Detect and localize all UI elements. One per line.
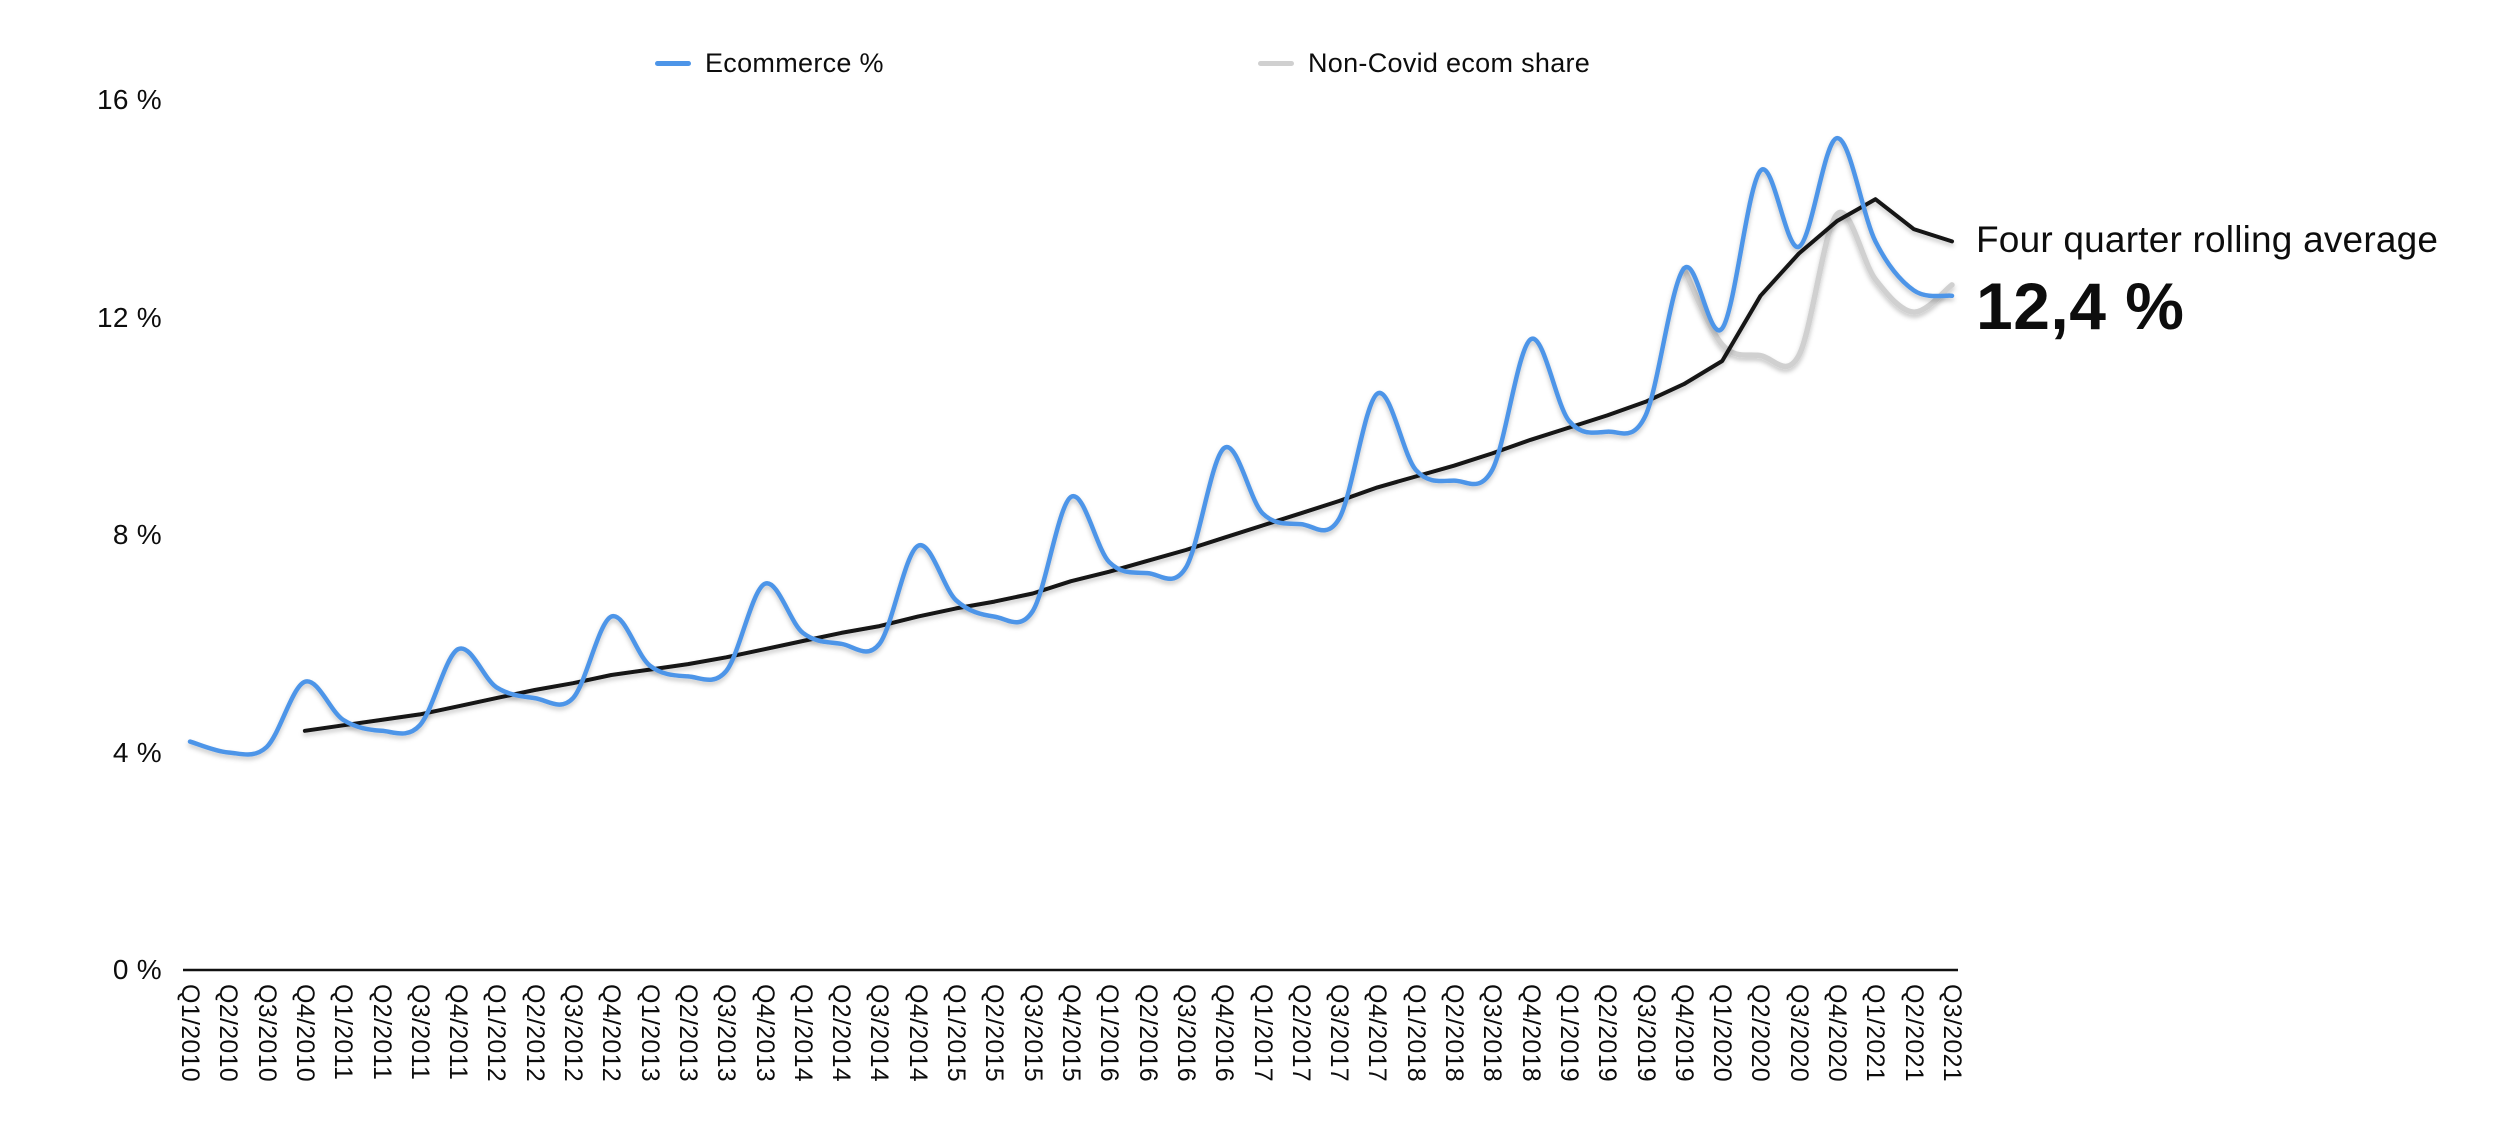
rolling-average-annotation: Four quarter rolling average 12,4 % (1976, 218, 2438, 344)
x-axis-tick-label: Q1/2015 (942, 984, 971, 1083)
rolling-average-line (302, 197, 1954, 733)
x-axis-tick-label: Q4/2010 (290, 984, 319, 1083)
x-axis-tick-label: Q2/2013 (673, 984, 702, 1083)
x-axis-tick-label: Q4/2020 (1823, 984, 1852, 1083)
x-axis-tick-label: Q3/2014 (865, 984, 894, 1083)
x-axis-tick-label: Q2/2016 (1133, 984, 1162, 1083)
x-axis-tick-label: Q2/2018 (1440, 984, 1469, 1083)
x-axis-tick-label: Q3/2012 (559, 984, 588, 1083)
x-axis-tick-label: Q4/2012 (597, 984, 626, 1083)
y-axis-tick-label: 4 % (112, 736, 162, 768)
x-axis-tick-label: Q4/2018 (1516, 984, 1545, 1083)
x-axis-tick-label: Q4/2017 (1363, 984, 1392, 1083)
x-axis-tick-label: Q3/2011 (405, 984, 434, 1081)
x-axis-tick-label: Q3/2018 (1478, 984, 1507, 1083)
x-axis-tick-label: Q1/2019 (1554, 984, 1583, 1083)
x-axis-tick-label: Q1/2014 (788, 984, 817, 1083)
x-axis-tick-label: Q1/2017 (1248, 984, 1277, 1083)
x-axis-tick-label: Q3/2016 (1171, 984, 1200, 1083)
x-axis-tick-label: Q2/2015 (980, 984, 1009, 1083)
x-axis-tick-label: Q2/2021 (1899, 984, 1928, 1083)
y-axis-tick-label: 12 % (96, 301, 162, 333)
legend-item-non-covid: Non-Covid ecom share (1258, 48, 1590, 78)
x-axis-tick-label: Q2/2011 (367, 984, 396, 1081)
x-axis-tick-label: Q3/2021 (1938, 984, 1966, 1083)
x-axis-tick-label: Q3/2017 (1325, 984, 1354, 1083)
legend-label-ecommerce: Ecommerce % (705, 47, 884, 78)
x-axis-tick-label: Q4/2014 (903, 984, 932, 1083)
non-covid-line-marker-icon (1258, 60, 1294, 66)
x-axis-tick-label: Q3/2019 (1631, 984, 1660, 1083)
x-axis-tick-label: Q1/2013 (635, 984, 664, 1083)
x-axis-tick-label: Q1/2018 (1401, 984, 1430, 1083)
legend-label-non-covid: Non-Covid ecom share (1308, 47, 1591, 78)
x-axis-tick-label: Q4/2019 (1669, 984, 1698, 1083)
x-axis-tick-label: Q1/2010 (176, 984, 204, 1083)
x-axis-tick-label: Q3/2015 (1018, 984, 1047, 1083)
y-axis-tick-label: 16 % (96, 84, 162, 115)
y-axis-tick-label: 0 % (112, 954, 162, 985)
x-axis-tick-label: Q2/2020 (1746, 984, 1775, 1083)
x-axis-tick-label: Q4/2013 (750, 984, 779, 1083)
y-axis-tick-label: 8 % (112, 519, 162, 550)
x-axis-tick-label: Q1/2016 (1095, 984, 1124, 1083)
annotation-value: 12,4 % (1976, 269, 2185, 344)
x-axis-tick-label: Q1/2012 (482, 984, 511, 1083)
x-axis-tick-label: Q4/2015 (1057, 984, 1085, 1083)
x-axis-tick-label: Q1/2011 (329, 984, 358, 1081)
x-axis-tick-label: Q2/2019 (1593, 984, 1622, 1083)
x-axis-tick-label: Q2/2017 (1286, 984, 1315, 1083)
x-axis-tick-label: Q3/2020 (1784, 984, 1813, 1083)
ecommerce-line-marker-icon (655, 60, 691, 66)
x-axis-tick-label: Q2/2014 (827, 984, 856, 1083)
x-axis-tick-label: Q1/2020 (1708, 984, 1737, 1083)
x-axis-tick-label: Q2/2010 (214, 984, 243, 1083)
x-axis-tick-label: Q4/2016 (1210, 984, 1239, 1083)
x-axis-tick-label: Q3/2013 (712, 984, 741, 1083)
x-axis-tick-label: Q1/2021 (1861, 984, 1890, 1083)
x-axis-tick-label: Q3/2010 (252, 984, 281, 1083)
annotation-title: Four quarter rolling average (1976, 219, 2439, 260)
x-axis-tick-label: Q2/2012 (520, 984, 549, 1083)
legend-item-ecommerce: Ecommerce % (655, 48, 884, 78)
x-axis-tick-label: Q4/2011 (444, 984, 473, 1081)
ecommerce-line (187, 135, 1955, 757)
non-covid-line (1681, 209, 1955, 370)
